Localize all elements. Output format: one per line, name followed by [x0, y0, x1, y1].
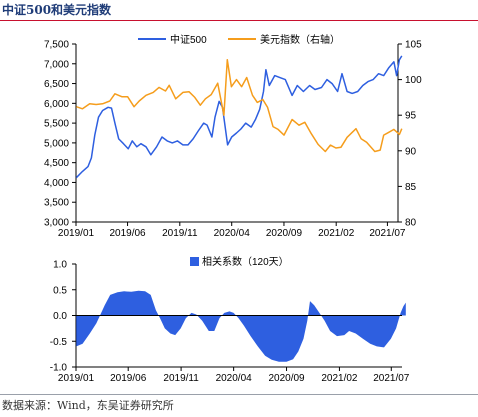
y-right-tick-label: 85 [405, 182, 417, 193]
title-divider [0, 20, 478, 21]
legend-label-csi500: 中证500 [170, 33, 207, 46]
y-left-tick-label: 5,000 [44, 138, 69, 149]
series-line-csi500 [75, 55, 403, 179]
corr-y-tick-label: 0.5 [53, 285, 67, 296]
legend-label-corr: 相关系数（120天） [202, 255, 289, 268]
y-left-tick-label: 7,000 [44, 59, 69, 70]
corr-x-tick-label: 2019/11 [163, 373, 199, 384]
correlation-area-chart: 1.0 0.5 0.0 -0.5 -1.0 2019/01 2019/06 2019/11 2… [50, 255, 410, 384]
corr-x-tick-label: 2019/06 [110, 373, 147, 384]
corr-y-tick-label: 0.0 [53, 311, 67, 322]
x-tick-label: 2019/11 [162, 228, 198, 239]
x-tick-label: 2019/01 [58, 228, 95, 239]
y-left-tick-label: 6,500 [44, 79, 69, 90]
y-left-tick-label: 6,000 [44, 99, 69, 110]
y-left-tick-label: 7,500 [44, 40, 69, 51]
x-tick-label: 2020/04 [214, 228, 251, 239]
legend-swatch-corr [190, 257, 199, 266]
csi500-dxy-line-chart: 3,000 3,500 4,000 4,500 5,000 5,500 6,000 6,500… [44, 33, 422, 239]
y-left-tick-label: 4,000 [44, 178, 69, 189]
y-left-tick-label: 3,500 [44, 198, 69, 209]
y-right-tick-label: 95 [405, 111, 417, 122]
corr-x-tick-label: 2019/01 [58, 373, 95, 384]
corr-y-tick-label: -0.5 [50, 337, 68, 348]
y-right-tick-label: 105 [405, 40, 422, 51]
corr-x-tick-label: 2020/04 [216, 373, 253, 384]
corr-y-tick-label: 1.0 [53, 260, 67, 271]
y-right-tick-label: 80 [405, 218, 417, 229]
y-left-tick-label: 3,000 [44, 218, 69, 229]
x-tick-label: 2021/02 [318, 228, 355, 239]
corr-x-tick-label: 2021/07 [373, 373, 410, 384]
y-right-tick-label: 100 [405, 75, 422, 86]
x-tick-label: 2021/07 [369, 228, 406, 239]
x-tick-label: 2020/09 [266, 228, 303, 239]
series-line-dxy [76, 58, 403, 153]
source-note: 数据来源：Wind，东吴证券研究所 [2, 399, 174, 412]
corr-x-tick-label: 2020/09 [268, 373, 305, 384]
corr-y-tick-label: -1.0 [50, 363, 68, 374]
page-title: 中证500和美元指数 [2, 3, 112, 17]
corr-x-tick-label: 2021/02 [321, 373, 358, 384]
y-left-tick-label: 5,500 [44, 119, 69, 130]
source-divider [0, 394, 478, 395]
x-tick-label: 2019/06 [109, 228, 146, 239]
series-area-corr [76, 290, 406, 362]
y-left-tick-label: 4,500 [44, 158, 69, 169]
legend-label-dxy: 美元指数（右轴） [260, 33, 340, 46]
y-right-tick-label: 90 [405, 146, 417, 157]
